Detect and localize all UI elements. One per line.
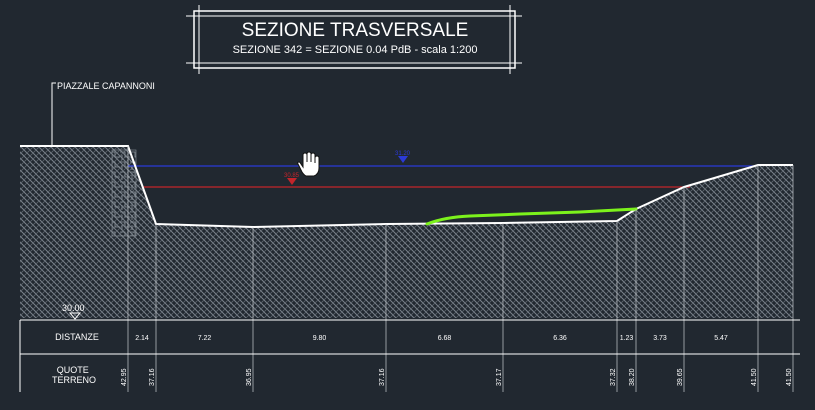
elevation-value: 38.20: [629, 368, 636, 386]
piazzale-label: PIAZZALE CAPANNONI: [57, 81, 155, 91]
water-level-high-label: 31.20: [395, 151, 411, 157]
distance-values: 2.14 7.22 9.80 6.68 6.36 1.23 3.73 5.47: [135, 335, 728, 342]
elevation-value: 37.17: [496, 368, 503, 386]
section-table: DISTANZE QUOTE TERRENO 2.14 7.22 9.80 6.68 6…: [19, 319, 800, 392]
elevation-value: 36.95: [246, 368, 253, 386]
drawing-title: SEZIONE TRASVERSALE: [242, 20, 469, 41]
elevation-value: 39.65: [677, 368, 684, 386]
datum-label: 30.00: [62, 303, 85, 313]
elevation-value: 37.32: [610, 368, 617, 386]
elevations-header-line1: QUOTE: [57, 365, 89, 375]
elevation-value: 41.50: [786, 368, 793, 386]
elevations-header: QUOTE TERRENO: [52, 365, 96, 385]
elevation-value: 42.95: [121, 368, 128, 386]
water-level-low-label: 30.85: [284, 173, 300, 179]
distance-value: 1.23: [620, 335, 634, 342]
distances-header: DISTANZE: [55, 332, 99, 342]
elevation-values: 42.95 37.16 36.95 37.16 37.17 37.32 38.20 39.65…: [121, 368, 793, 386]
distance-value: 6.36: [553, 335, 567, 342]
water-level-high: 31.20: [128, 151, 755, 167]
datum-marker: 30.00: [62, 303, 85, 320]
piazzale-annotation: PIAZZALE CAPANNONI: [51, 81, 155, 145]
title-block: SEZIONE TRASVERSALE SEZIONE 342 = SEZION…: [186, 5, 522, 74]
hand-cursor-icon: [297, 151, 320, 177]
elevation-value: 41.50: [751, 368, 758, 386]
drawing-subtitle: SEZIONE 342 = SEZIONE 0.04 PdB - scala 1…: [233, 44, 478, 56]
elevation-value: 37.16: [149, 368, 156, 386]
distance-value: 6.68: [438, 335, 452, 342]
elevations-header-line2: TERRENO: [52, 375, 96, 385]
highlighted-profile-segment: [425, 207, 638, 226]
ground-hatch: [20, 146, 793, 318]
elevation-value: 37.16: [379, 368, 386, 386]
distance-value: 2.14: [135, 335, 149, 342]
distance-value: 3.73: [653, 335, 667, 342]
distance-value: 5.47: [714, 335, 728, 342]
distance-value: 9.80: [313, 335, 327, 342]
retaining-wall: [111, 149, 137, 237]
water-level-low: 30.85: [143, 173, 690, 188]
distance-value: 7.22: [198, 335, 212, 342]
